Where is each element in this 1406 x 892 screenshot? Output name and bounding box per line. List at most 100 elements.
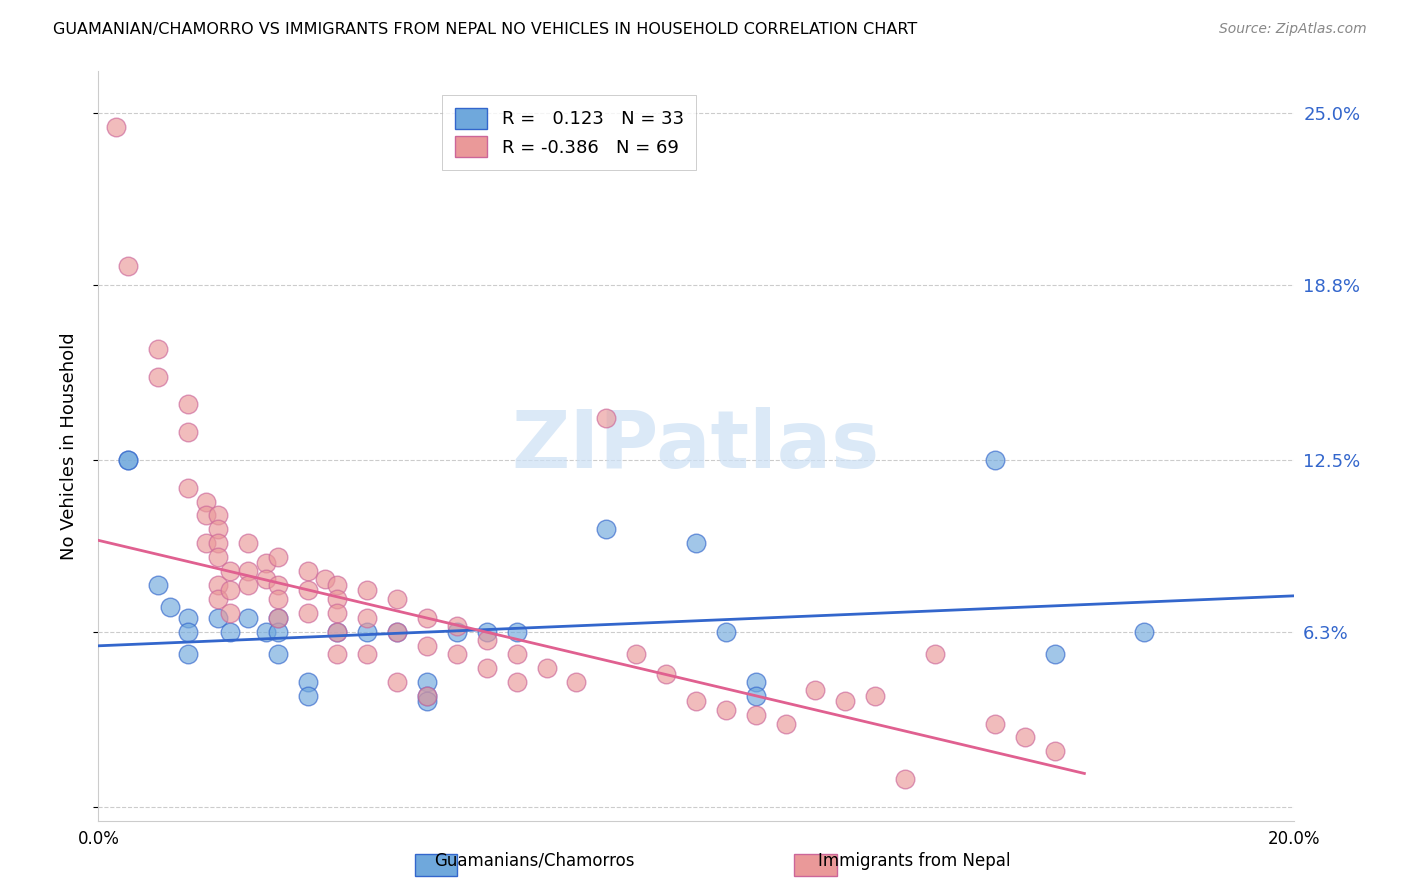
- Point: [446, 619, 468, 633]
- Point: [236, 611, 259, 625]
- Point: [315, 572, 337, 586]
- Point: [326, 591, 349, 606]
- Point: [506, 647, 529, 661]
- Point: [924, 647, 946, 661]
- Point: [984, 453, 1007, 467]
- Point: [745, 708, 768, 723]
- Point: [254, 556, 277, 570]
- Point: [267, 578, 290, 592]
- Point: [326, 624, 349, 639]
- Point: [297, 674, 319, 689]
- Point: [195, 536, 218, 550]
- Point: [254, 624, 277, 639]
- Point: [219, 583, 242, 598]
- Point: [1043, 744, 1066, 758]
- Point: [356, 647, 378, 661]
- Point: [148, 369, 170, 384]
- Point: [714, 624, 737, 639]
- Point: [326, 624, 349, 639]
- Point: [416, 689, 439, 703]
- Point: [207, 522, 229, 536]
- Point: [219, 624, 242, 639]
- Point: [236, 536, 259, 550]
- Point: [714, 703, 737, 717]
- Text: ZIPatlas: ZIPatlas: [512, 407, 880, 485]
- Point: [745, 674, 768, 689]
- Point: [416, 694, 439, 708]
- Point: [595, 411, 617, 425]
- Point: [177, 647, 200, 661]
- Point: [267, 624, 290, 639]
- Point: [207, 508, 229, 523]
- Point: [626, 647, 648, 661]
- Point: [297, 606, 319, 620]
- Point: [475, 661, 498, 675]
- Point: [984, 716, 1007, 731]
- Point: [894, 772, 917, 786]
- Point: [565, 674, 588, 689]
- Point: [1043, 647, 1066, 661]
- Point: [536, 661, 558, 675]
- Point: [236, 564, 259, 578]
- Text: Guamanians/Chamorros: Guamanians/Chamorros: [434, 852, 634, 870]
- Point: [326, 647, 349, 661]
- Text: GUAMANIAN/CHAMORRO VS IMMIGRANTS FROM NEPAL NO VEHICLES IN HOUSEHOLD CORRELATION: GUAMANIAN/CHAMORRO VS IMMIGRANTS FROM NE…: [53, 22, 918, 37]
- Point: [475, 633, 498, 648]
- Point: [267, 549, 290, 564]
- Point: [117, 259, 139, 273]
- Point: [834, 694, 856, 708]
- Point: [148, 578, 170, 592]
- Point: [267, 591, 290, 606]
- Point: [356, 611, 378, 625]
- Point: [506, 624, 529, 639]
- Point: [267, 647, 290, 661]
- Point: [685, 694, 707, 708]
- Point: [159, 599, 181, 614]
- Point: [177, 425, 200, 439]
- Point: [416, 639, 439, 653]
- Point: [745, 689, 768, 703]
- Point: [506, 674, 529, 689]
- Point: [685, 536, 707, 550]
- Point: [207, 549, 229, 564]
- Point: [475, 624, 498, 639]
- Point: [177, 624, 200, 639]
- Point: [207, 591, 229, 606]
- Point: [219, 606, 242, 620]
- Point: [207, 611, 229, 625]
- Point: [297, 689, 319, 703]
- Point: [385, 624, 409, 639]
- Point: [105, 120, 128, 134]
- Point: [117, 453, 139, 467]
- Point: [236, 578, 259, 592]
- Point: [356, 583, 378, 598]
- Point: [385, 624, 409, 639]
- Text: Immigrants from Nepal: Immigrants from Nepal: [818, 852, 1010, 870]
- Point: [385, 674, 409, 689]
- Point: [326, 578, 349, 592]
- Point: [177, 481, 200, 495]
- Point: [416, 689, 439, 703]
- Point: [1133, 624, 1156, 639]
- Point: [356, 624, 378, 639]
- Point: [195, 494, 218, 508]
- Point: [207, 536, 229, 550]
- Point: [655, 666, 678, 681]
- Y-axis label: No Vehicles in Household: No Vehicles in Household: [59, 332, 77, 560]
- Legend: R =   0.123   N = 33, R = -0.386   N = 69: R = 0.123 N = 33, R = -0.386 N = 69: [441, 95, 696, 169]
- Point: [267, 611, 290, 625]
- Point: [326, 606, 349, 620]
- Point: [446, 647, 468, 661]
- Point: [297, 564, 319, 578]
- Point: [804, 683, 827, 698]
- Point: [446, 624, 468, 639]
- Point: [775, 716, 797, 731]
- Point: [117, 453, 139, 467]
- Point: [595, 522, 617, 536]
- Point: [416, 674, 439, 689]
- Point: [148, 342, 170, 356]
- Point: [177, 611, 200, 625]
- Point: [207, 578, 229, 592]
- Point: [385, 591, 409, 606]
- Point: [416, 611, 439, 625]
